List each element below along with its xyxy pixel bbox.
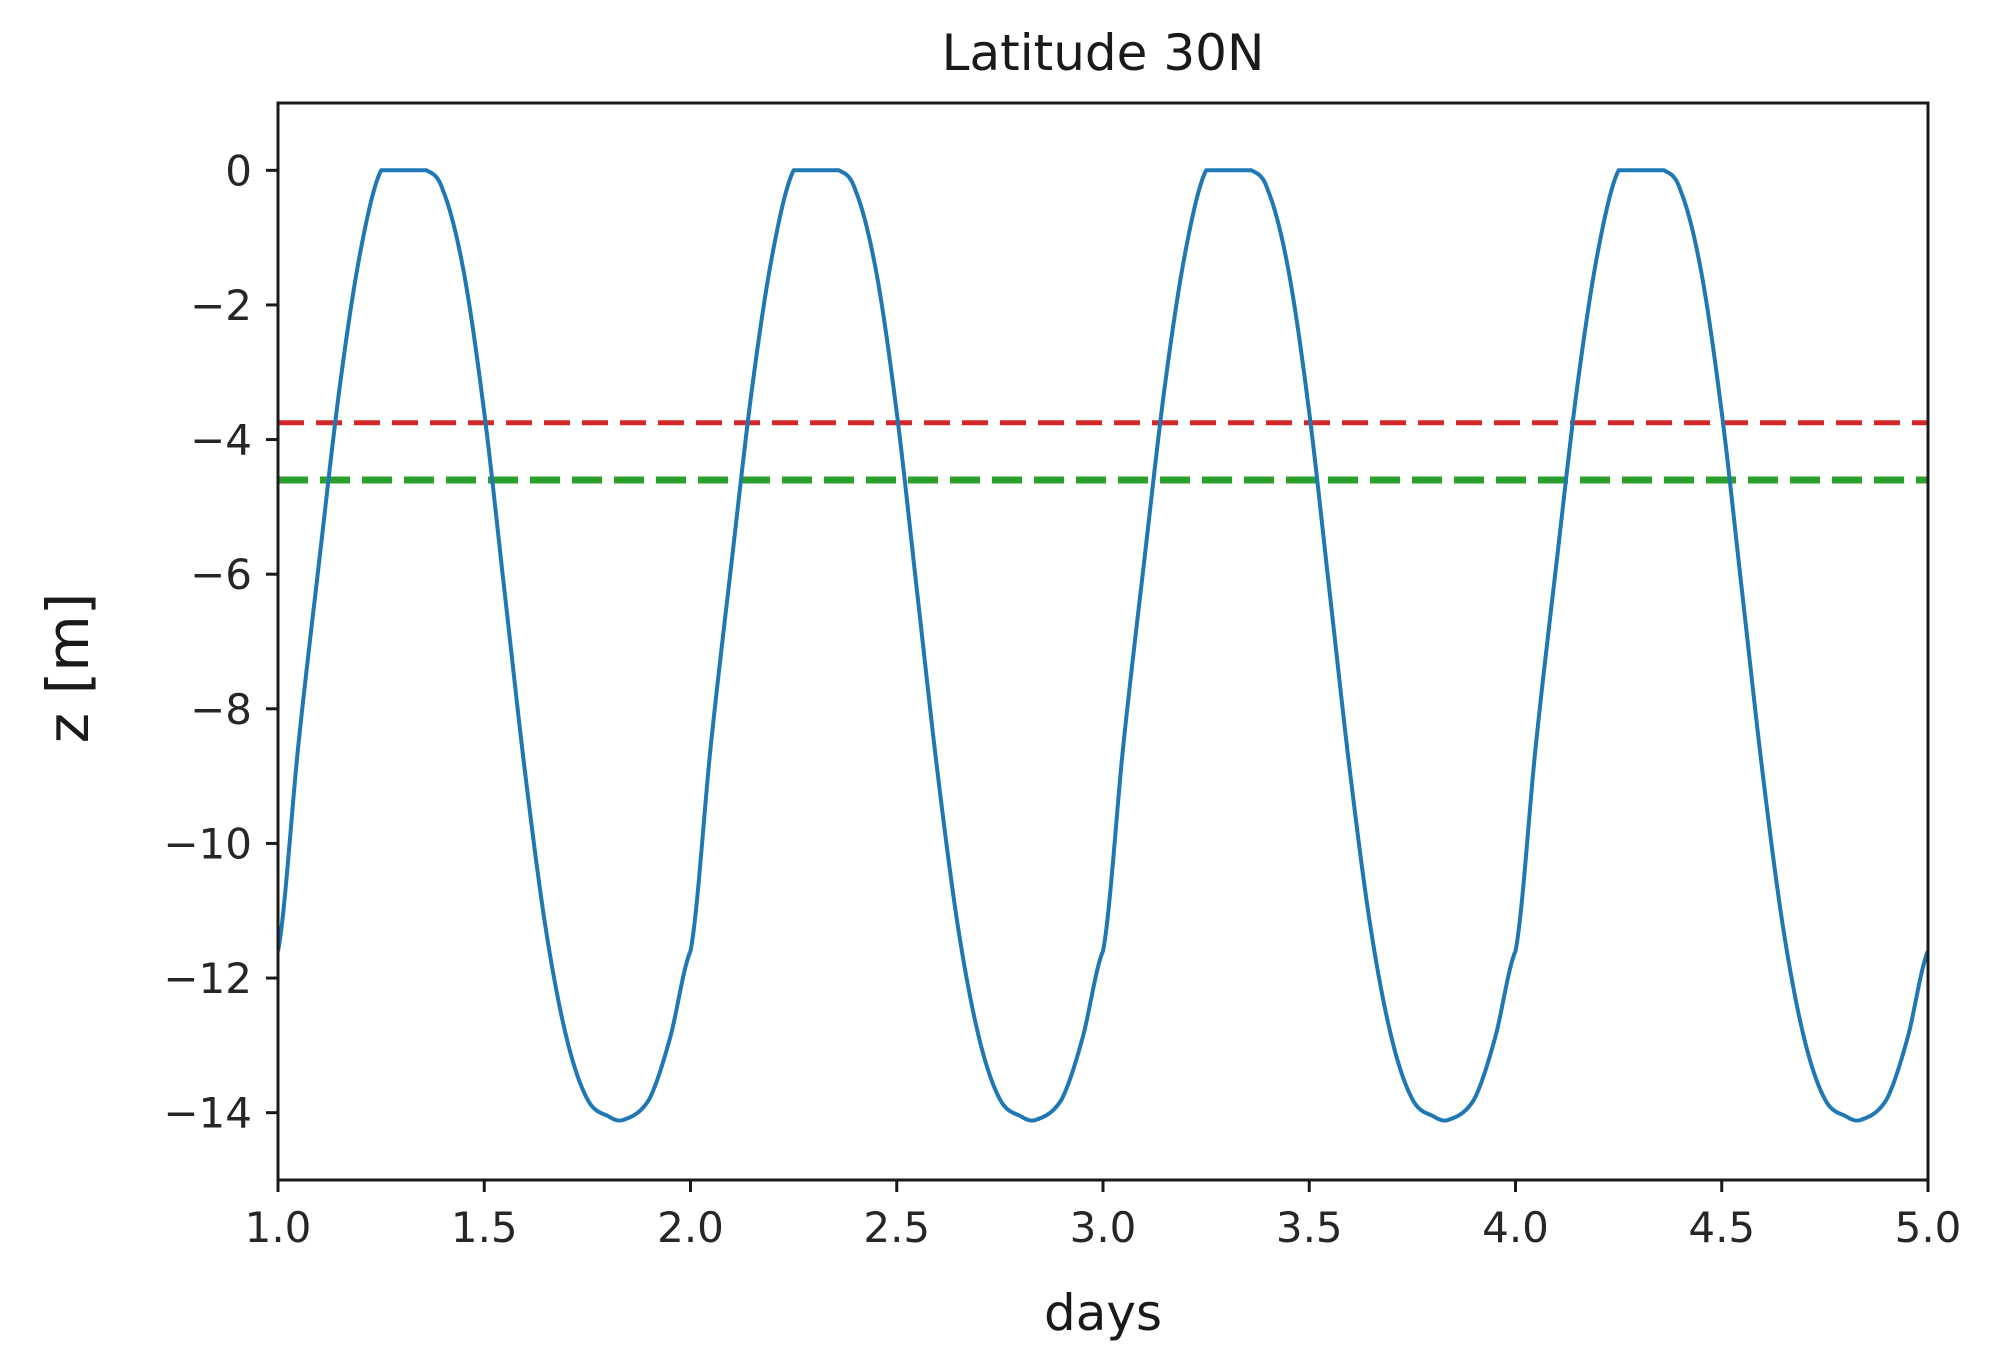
y-tick-label: −4 [190, 416, 252, 465]
x-tick-label: 1.0 [245, 1203, 312, 1252]
x-tick-label: 2.5 [863, 1203, 930, 1252]
plot-area [278, 168, 1928, 1123]
x-tick-label: 4.5 [1688, 1203, 1755, 1252]
x-axis-label: days [1044, 1284, 1162, 1342]
axes: 1.0 1.5 2.0 2.5 3.0 3.5 4.0 4.5 5.0 0 −2 −4 −6 −8 −10 −… [163, 101, 1962, 1252]
x-tick-label: 1.5 [451, 1203, 518, 1252]
series-line [278, 168, 1928, 1123]
y-tick-label: −8 [190, 685, 252, 734]
y-tick-label: −10 [163, 819, 252, 868]
y-tick-label: 0 [225, 146, 252, 195]
y-tick-label: −12 [163, 954, 252, 1003]
x-tick-label: 3.5 [1276, 1203, 1343, 1252]
x-tick-label: 3.0 [1070, 1203, 1137, 1252]
chart-title: Latitude 30N [942, 24, 1265, 82]
x-tick-label: 2.0 [657, 1203, 724, 1252]
y-tick-label: −2 [190, 281, 252, 330]
y-tick-label: −6 [190, 550, 252, 599]
x-tick-label: 5.0 [1895, 1203, 1962, 1252]
y-tick-label: −14 [163, 1089, 252, 1138]
y-axis-label: z [m] [34, 593, 102, 744]
x-tick-label: 4.0 [1482, 1203, 1549, 1252]
